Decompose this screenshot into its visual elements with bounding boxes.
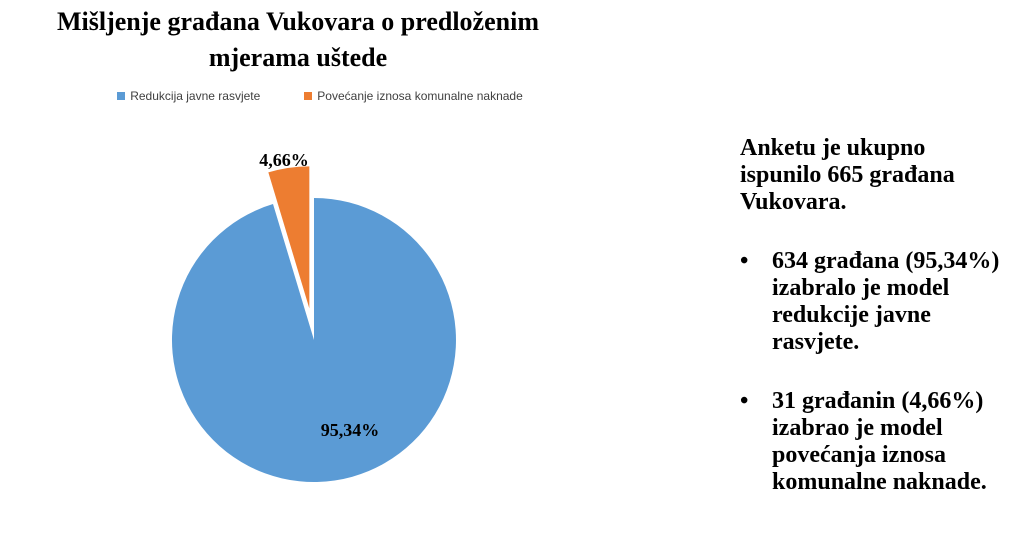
pie-plot [171, 166, 456, 482]
bullet-text-1: 634 građana (95,34%) izabralo je model r… [772, 248, 1000, 355]
bullet-text-2: 31 građanin (4,66%) izabrao je model pov… [772, 388, 987, 495]
bullet-item-1: • 634 građana (95,34%) izabralo je model… [740, 248, 1002, 356]
legend-label-povecanje: Povećanje iznosa komunalne naknade [317, 89, 523, 103]
summary-intro: Anketu je ukupno ispunilo 665 građana Vu… [740, 135, 955, 215]
legend-swatch-blue-icon [117, 92, 126, 100]
chart-title-line2: mjerama uštede [208, 43, 388, 72]
legend-swatch-orange-icon [304, 92, 313, 100]
legend-item-povecanje: Povećanje iznosa komunalne naknade [304, 89, 523, 103]
pie-slice-1 [268, 166, 310, 309]
summary-text-block: Anketu je ukupno ispunilo 665 građana Vu… [740, 135, 1002, 496]
chart-legend: Redukcija javne rasvjete Povećanje iznos… [0, 86, 640, 106]
bullet-marker: • [740, 388, 749, 414]
legend-item-redukcija: Redukcija javne rasvjete [117, 89, 260, 103]
chart-title: Mišljenje građana Vukovara o predloženim… [38, 4, 558, 76]
chart-title-line1: Mišljenje građana Vukovara o predloženim [57, 7, 539, 36]
bullet-marker: • [740, 248, 749, 274]
legend-label-redukcija: Redukcija javne rasvjete [130, 89, 261, 103]
data-label-orange-slice: 4,66% [259, 150, 309, 170]
pie-chart: Mišljenje građana Vukovara o predloženim… [0, 4, 640, 482]
bullet-item-2: • 31 građanin (4,66%) izabrao je model p… [740, 388, 1002, 496]
data-label-blue-slice: 95,34% [320, 420, 380, 440]
pie-slice-0 [171, 198, 456, 482]
